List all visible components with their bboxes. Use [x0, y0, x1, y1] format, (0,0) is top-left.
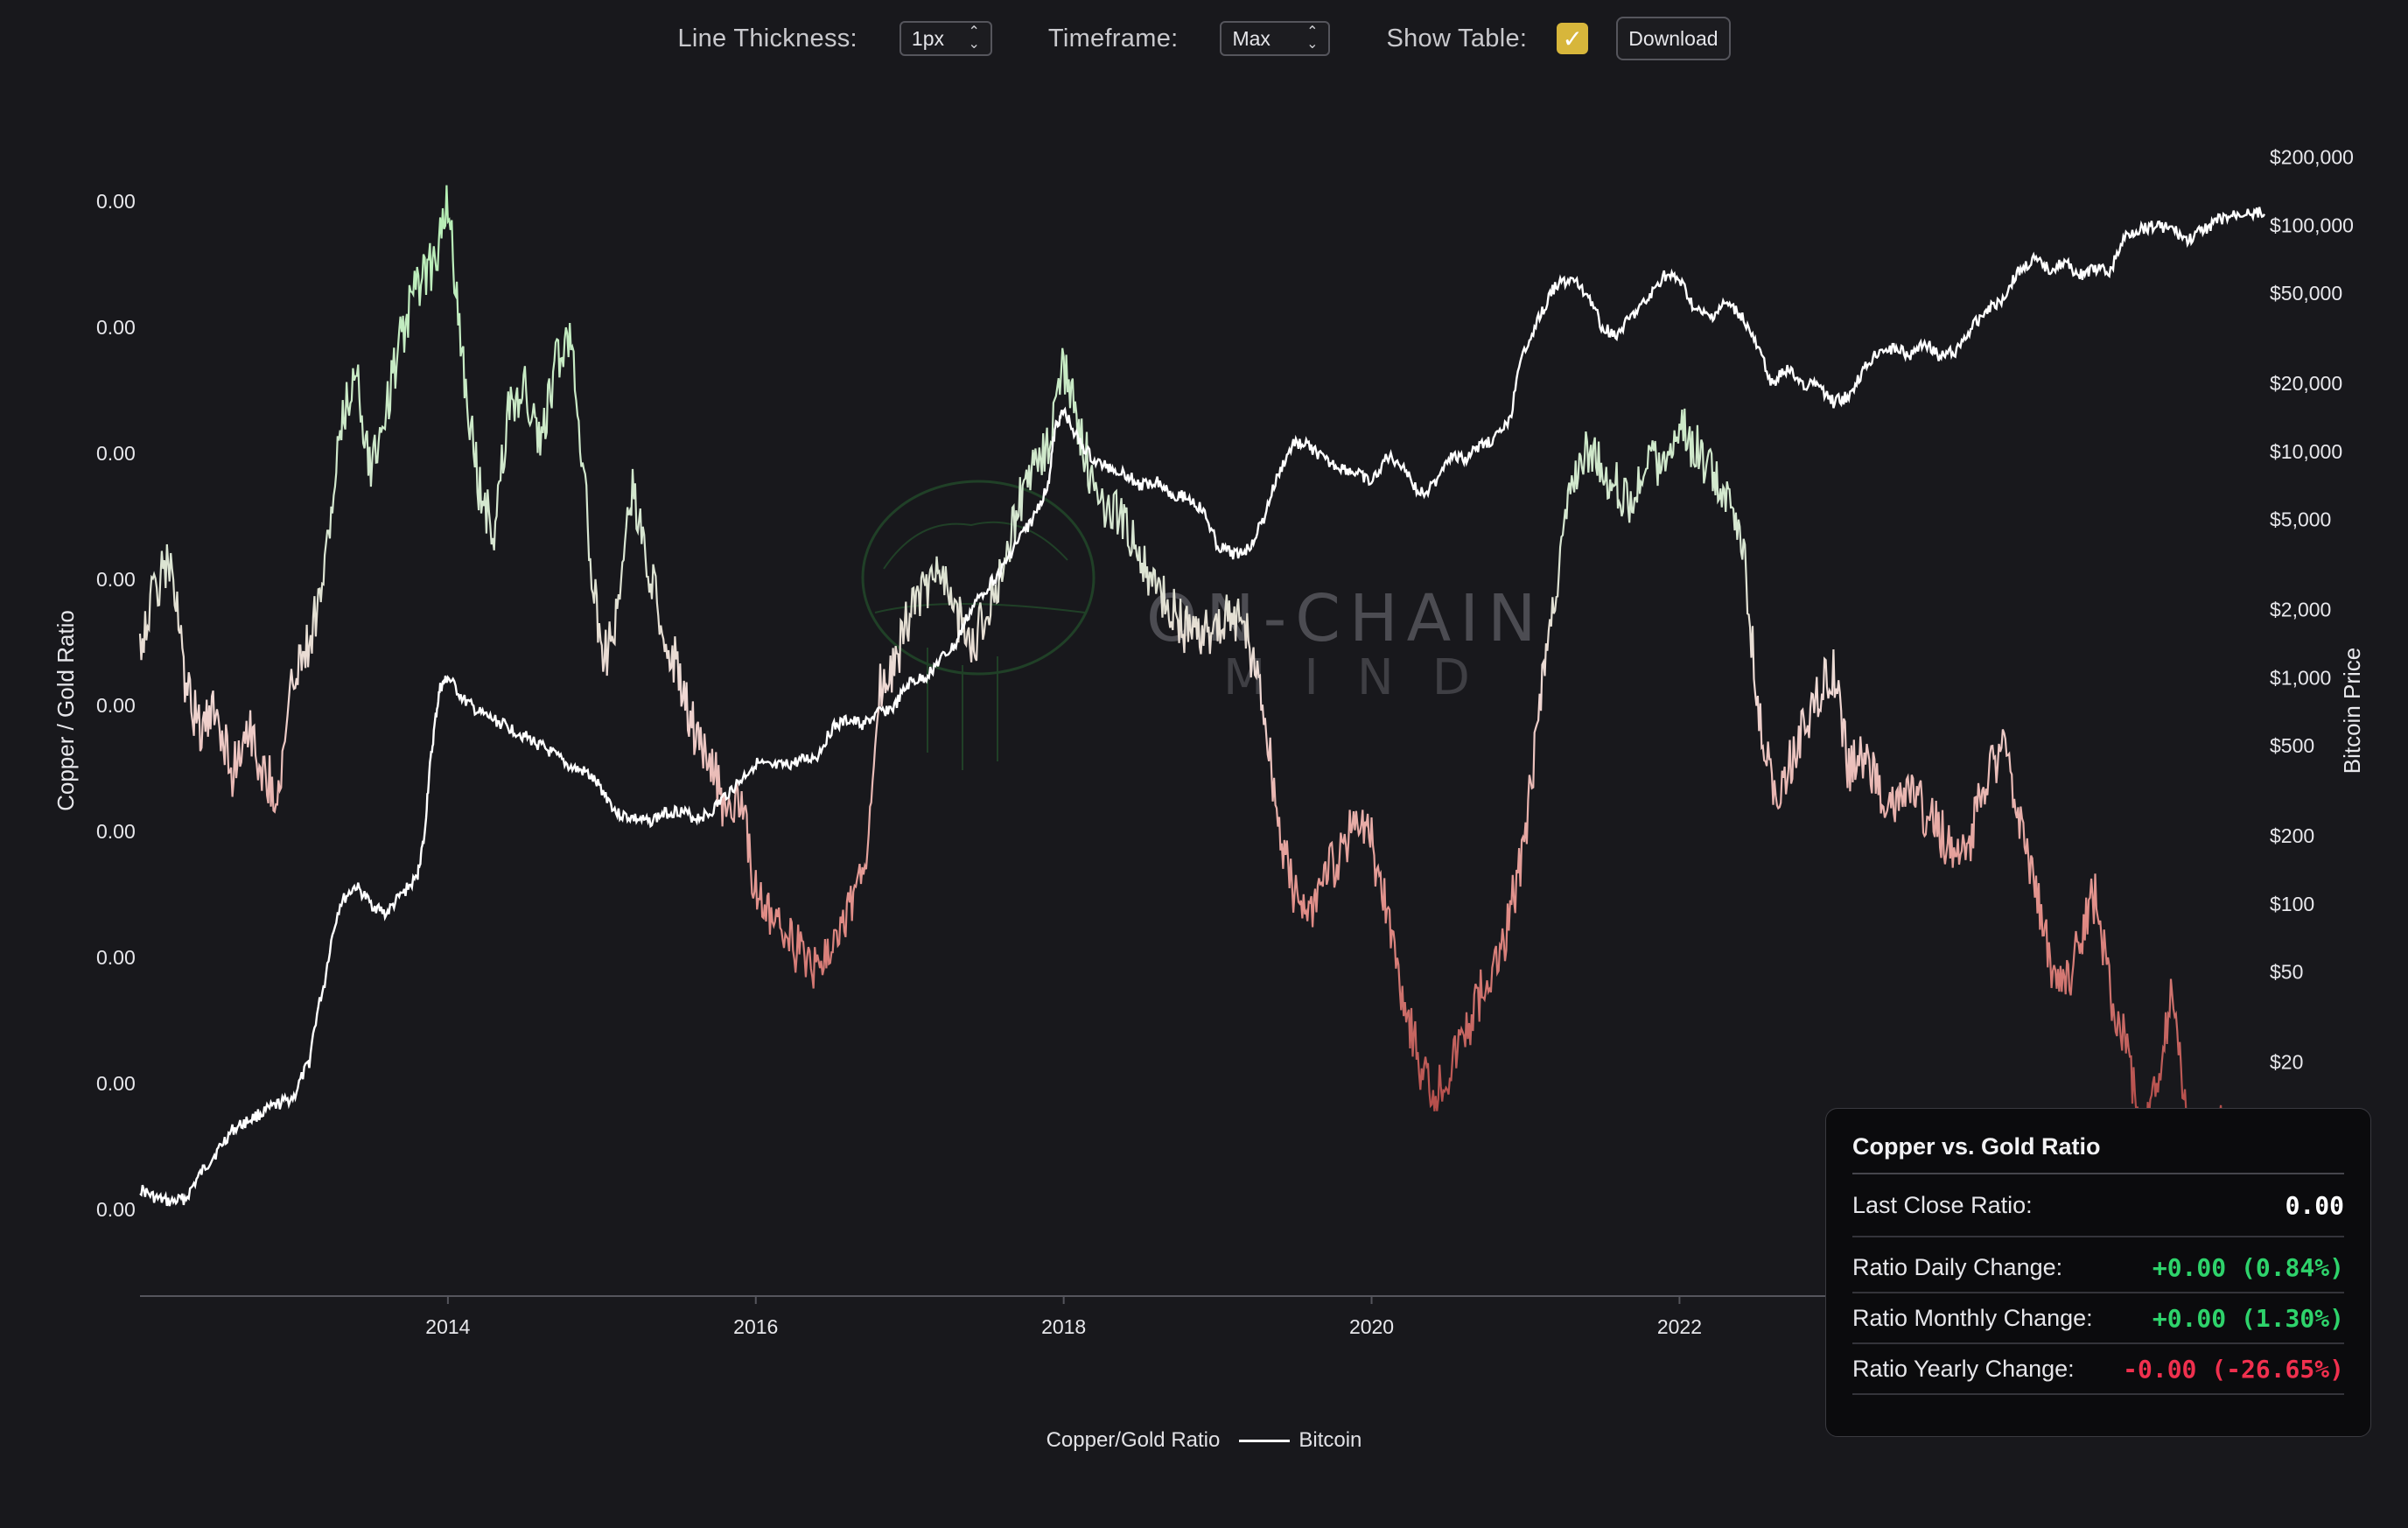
show-table-checkbox[interactable]: ✓: [1557, 23, 1589, 54]
timeframe-select[interactable]: Max ⌃ ⌄: [1220, 21, 1331, 56]
yearly-change-label: Ratio Yearly Change:: [1852, 1355, 2075, 1382]
x-axis-ticks: 2014 2016 2018 2020 2022: [425, 1296, 1702, 1338]
left-axis-tick-label: 0.00: [96, 1072, 136, 1095]
toolbar: Line Thickness: 1px ⌃ ⌄ Timeframe: Max ⌃ ⌄…: [0, 14, 2408, 63]
right-axis-tick-label: $5,000: [2270, 508, 2331, 531]
right-axis-tick-label: $1,000: [2270, 666, 2331, 689]
timeframe-control: Timeframe: Max ⌃ ⌄: [1048, 21, 1331, 56]
left-axis-ticks: 0.00 0.00 0.00 0.00 0.00 0.00 0.00 0.00 0.00: [96, 190, 136, 1221]
right-axis-tick-label: $2,000: [2270, 598, 2331, 620]
yearly-change-value: -0.00 (-26.65%): [2123, 1354, 2344, 1384]
chart-legend: Copper/Gold Ratio Bitcoin: [0, 1428, 2408, 1453]
left-axis-title: Copper / Gold Ratio: [52, 610, 79, 811]
last-close-value: 0.00: [2285, 1190, 2344, 1220]
x-axis-tick-label: 2022: [1657, 1315, 1702, 1338]
right-axis-tick-label: $50: [2270, 961, 2303, 984]
download-button[interactable]: Download: [1616, 17, 1731, 60]
left-axis-tick-label: 0.00: [96, 442, 136, 465]
line-thickness-label: Line Thickness:: [677, 24, 858, 53]
x-axis-tick-label: 2014: [425, 1315, 470, 1338]
right-axis-tick-label: $100: [2270, 893, 2314, 915]
left-axis-tick-label: 0.00: [96, 190, 136, 213]
x-axis-tick-label: 2016: [733, 1315, 778, 1338]
right-axis-tick-label: $200: [2270, 824, 2314, 847]
left-axis-tick-label: 0.00: [96, 820, 136, 843]
line-thickness-select[interactable]: 1px ⌃ ⌄: [899, 21, 992, 56]
panel-title: Copper vs. Gold Ratio: [1852, 1133, 2344, 1174]
legend-bitcoin-label[interactable]: Bitcoin: [1298, 1428, 1362, 1452]
left-axis-tick-label: 0.00: [96, 946, 136, 969]
panel-row-monthly-change: Ratio Monthly Change: +0.00 (1.30%): [1852, 1293, 2344, 1344]
updown-chevron-icon: ⌃ ⌄: [968, 24, 980, 52]
right-axis-tick-label: $20: [2270, 1051, 2303, 1074]
right-axis-tick-label: $20,000: [2270, 372, 2342, 395]
left-axis-tick-label: 0.00: [96, 694, 136, 717]
ratio-summary-panel: Copper vs. Gold Ratio Last Close Ratio: …: [1825, 1108, 2371, 1437]
panel-row-last-close: Last Close Ratio: 0.00: [1852, 1174, 2344, 1237]
left-axis-tick-label: 0.00: [96, 1198, 136, 1221]
x-axis-tick-label: 2020: [1349, 1315, 1394, 1338]
legend-bitcoin-swatch: [1239, 1439, 1291, 1442]
copper-gold-ratio-line: [138, 185, 2235, 1207]
right-axis-tick-label: $500: [2270, 734, 2314, 757]
timeframe-label: Timeframe:: [1047, 24, 1179, 53]
watermark-subtext: MIND: [1223, 649, 1508, 706]
checkmark-icon: ✓: [1562, 25, 1583, 53]
panel-row-yearly-change: Ratio Yearly Change: -0.00 (-26.65%): [1852, 1344, 2344, 1395]
right-axis-tick-label: $200,000: [2270, 145, 2354, 168]
daily-change-value: +0.00 (0.84%): [2152, 1252, 2344, 1282]
daily-change-label: Ratio Daily Change:: [1852, 1253, 2063, 1280]
left-axis-tick-label: 0.00: [96, 568, 136, 591]
monthly-change-label: Ratio Monthly Change:: [1852, 1304, 2093, 1331]
last-close-label: Last Close Ratio:: [1852, 1191, 2033, 1218]
right-axis-title: Bitcoin Price: [2339, 648, 2365, 775]
right-axis-tick-label: $100,000: [2270, 214, 2354, 236]
updown-chevron-icon: ⌃ ⌄: [1306, 24, 1319, 52]
panel-row-daily-change: Ratio Daily Change: +0.00 (0.84%): [1852, 1243, 2344, 1293]
show-table-label: Show Table:: [1386, 24, 1528, 53]
show-table-control: Show Table: ✓ Download: [1386, 17, 1731, 60]
right-axis-tick-label: $50,000: [2270, 282, 2342, 305]
legend-ratio-label[interactable]: Copper/Gold Ratio: [1046, 1428, 1221, 1452]
line-thickness-value: 1px: [911, 26, 945, 50]
timeframe-value: Max: [1232, 26, 1270, 50]
x-axis-tick-label: 2018: [1041, 1315, 1086, 1338]
bitcoin-price-line: [139, 207, 2266, 1207]
brain-logo-icon: [861, 480, 1096, 770]
right-axis-tick-label: $10,000: [2270, 440, 2342, 463]
left-axis-tick-label: 0.00: [96, 316, 136, 339]
line-thickness-control: Line Thickness: 1px ⌃ ⌄: [677, 21, 992, 56]
monthly-change-value: +0.00 (1.30%): [2152, 1303, 2344, 1333]
